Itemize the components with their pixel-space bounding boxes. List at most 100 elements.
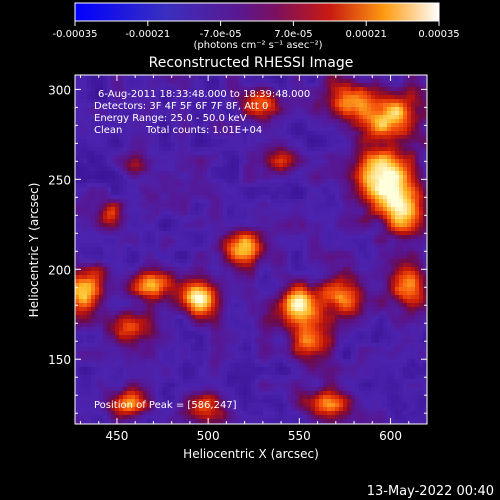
heatmap-cell [167, 83, 172, 88]
heatmap-cell [323, 223, 328, 228]
heatmap-cell [323, 87, 328, 92]
heatmap-cell [167, 179, 172, 184]
heatmap-cell [191, 243, 196, 248]
heatmap-cell [239, 271, 244, 276]
heatmap-cell [391, 99, 396, 104]
heatmap-cell [407, 275, 412, 280]
heatmap-cell [75, 171, 80, 176]
heatmap-cell [79, 147, 84, 152]
heatmap-cell [295, 183, 300, 188]
heatmap-cell [355, 271, 360, 276]
heatmap-cell [271, 167, 276, 172]
heatmap-cell [343, 263, 348, 268]
heatmap-cell [199, 123, 204, 128]
heatmap-cell [327, 195, 332, 200]
heatmap-cell [339, 147, 344, 152]
heatmap-cell [319, 247, 324, 252]
heatmap-cell [199, 179, 204, 184]
heatmap-cell [107, 231, 112, 236]
heatmap-cell [267, 243, 272, 248]
heatmap-cell [87, 175, 92, 180]
heatmap-cell [327, 271, 332, 276]
heatmap-cell [335, 243, 340, 248]
heatmap-cell [147, 251, 152, 256]
heatmap-cell [247, 99, 252, 104]
heatmap-cell [179, 251, 184, 256]
heatmap-cell [339, 139, 344, 144]
heatmap-cell [343, 287, 348, 292]
heatmap-cell [271, 295, 276, 300]
heatmap-cell [119, 79, 124, 84]
heatmap-cell [131, 191, 136, 196]
heatmap-cell [111, 183, 116, 188]
heatmap-cell [175, 259, 180, 264]
heatmap-cell [215, 251, 220, 256]
heatmap-cell [383, 207, 388, 212]
heatmap-cell [143, 107, 148, 112]
heatmap-cell [147, 235, 152, 240]
heatmap-cell [131, 147, 136, 152]
heatmap-cell [283, 155, 288, 160]
heatmap-cell [315, 203, 320, 208]
heatmap-cell [287, 223, 292, 228]
heatmap-cell [195, 143, 200, 148]
heatmap-cell [387, 175, 392, 180]
heatmap-cell [315, 143, 320, 148]
heatmap-cell [99, 239, 104, 244]
heatmap-cell [155, 263, 160, 268]
heatmap-cell [95, 159, 100, 164]
heatmap-cell [207, 283, 212, 288]
heatmap-cell [215, 135, 220, 140]
heatmap-cell [219, 75, 224, 80]
heatmap-cell [251, 203, 256, 208]
heatmap-cell [363, 159, 368, 164]
heatmap-cell [299, 215, 304, 220]
heatmap-cell [279, 155, 284, 160]
heatmap-cell [167, 91, 172, 96]
heatmap-cell [263, 267, 268, 272]
heatmap-cell [331, 171, 336, 176]
heatmap-cell [331, 291, 336, 296]
heatmap-cell [331, 175, 336, 180]
heatmap-cell [319, 155, 324, 160]
heatmap-cell [83, 199, 88, 204]
heatmap-cell [259, 259, 264, 264]
heatmap-cell [155, 79, 160, 84]
heatmap-cell [231, 151, 236, 156]
heatmap-cell [339, 175, 344, 180]
heatmap-cell [407, 219, 412, 224]
heatmap-cell [283, 239, 288, 244]
heatmap-cell [387, 171, 392, 176]
heatmap-cell [143, 299, 148, 304]
heatmap-cell [219, 215, 224, 220]
heatmap-cell [83, 179, 88, 184]
heatmap-cell [355, 79, 360, 84]
heatmap-cell [415, 127, 420, 132]
heatmap-cell [355, 155, 360, 160]
heatmap-cell [367, 211, 372, 216]
heatmap-cell [91, 91, 96, 96]
heatmap-cell [119, 231, 124, 236]
heatmap-cell [175, 131, 180, 136]
heatmap-cell [123, 251, 128, 256]
heatmap-cell [335, 175, 340, 180]
heatmap-cell [407, 187, 412, 192]
heatmap-cell [271, 103, 276, 108]
heatmap-cell [303, 147, 308, 152]
heatmap-cell [115, 87, 120, 92]
heatmap-cell [191, 91, 196, 96]
heatmap-cell [311, 227, 316, 232]
heatmap-cell [319, 95, 324, 100]
heatmap-cell [227, 127, 232, 132]
heatmap-cell [99, 171, 104, 176]
heatmap-cell [75, 291, 80, 296]
heatmap-cell [379, 235, 384, 240]
heatmap-cell [395, 183, 400, 188]
heatmap-cell [179, 171, 184, 176]
heatmap-cell [195, 259, 200, 264]
heatmap-cell [91, 251, 96, 256]
heatmap-cell [159, 187, 164, 192]
heatmap-cell [151, 235, 156, 240]
heatmap-cell [323, 211, 328, 216]
heatmap-cell [171, 195, 176, 200]
